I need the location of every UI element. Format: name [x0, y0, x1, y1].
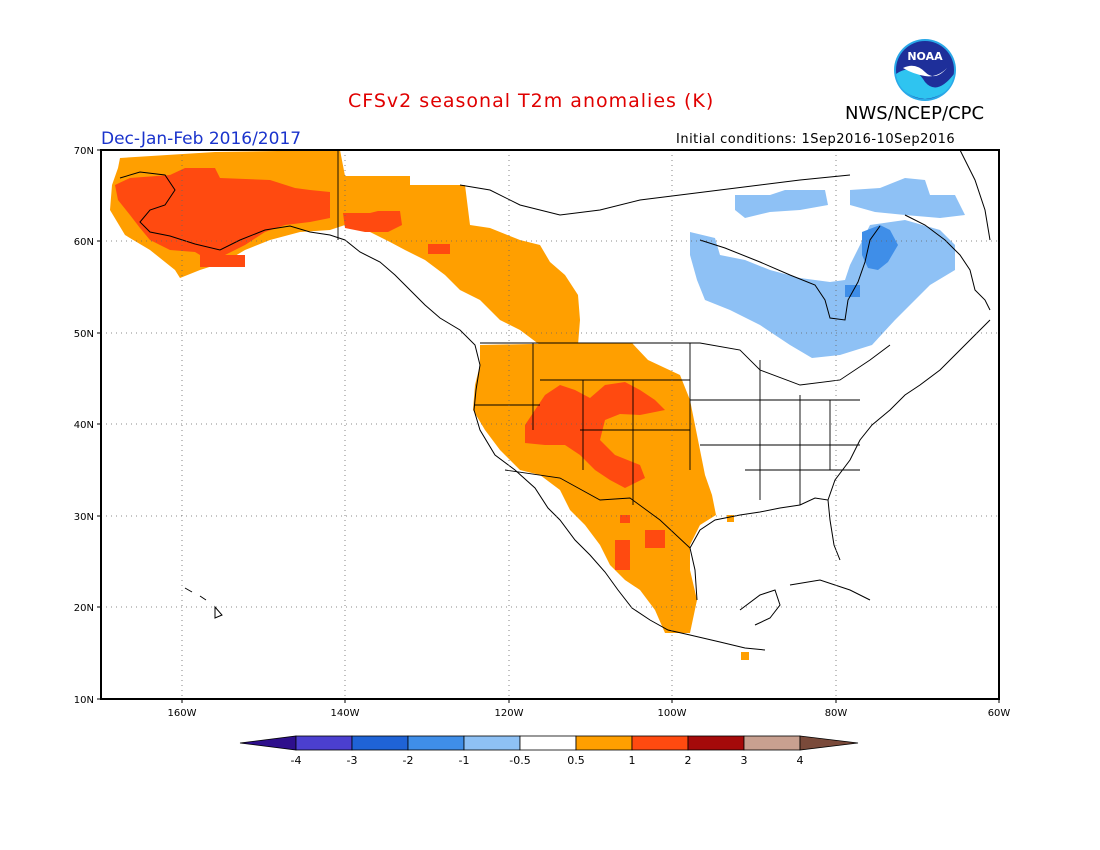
colorbar-labels: -4 -3 -2 -1 -0.5 0.5 1 2 3 4 — [291, 754, 804, 767]
noaa-logo-wave — [896, 69, 954, 99]
colorbar-swatch — [575, 735, 633, 751]
coastline-layer — [119, 150, 991, 651]
anomaly-region-bc-patch-2 — [428, 244, 450, 254]
colorbar-label: -2 — [403, 754, 414, 767]
season-label: Dec-Jan-Feb 2016/2017 — [101, 129, 302, 149]
coastline-greenland — [959, 150, 991, 241]
colorbar-swatch — [519, 735, 577, 751]
colorbar-swatch — [687, 735, 745, 751]
lat-label: 60N — [74, 237, 94, 248]
colorbar-swatch — [463, 735, 521, 751]
coastline-labrador — [904, 214, 991, 311]
colorbar — [239, 735, 859, 751]
lon-label: 160W — [168, 708, 197, 719]
coastline-yucatan — [739, 589, 781, 626]
colorbar-label: 2 — [685, 754, 692, 767]
anomaly-region-mexico-patch-3 — [620, 515, 630, 523]
lon-label: 60W — [988, 708, 1011, 719]
anomaly-region-baffin-band — [850, 178, 965, 218]
colorbar-swatch — [743, 735, 801, 751]
colorbar-label: -0.5 — [509, 754, 530, 767]
lon-label: 120W — [495, 708, 524, 719]
lat-label: 40N — [74, 420, 94, 431]
anomaly-region-bc-patch — [343, 211, 402, 232]
lat-label: 30N — [74, 512, 94, 523]
anomaly-region-north-quebec-band — [735, 190, 828, 218]
lon-label: 80W — [825, 708, 848, 719]
anomaly-region-alaska-peninsula — [200, 255, 245, 267]
coastline-hudson-bay — [699, 225, 881, 321]
anomaly-region-mexico-patch-1 — [615, 540, 630, 570]
colorbar-arrow-low — [239, 735, 297, 751]
lat-label: 50N — [74, 329, 94, 340]
anomaly-region-mexico-patch-2 — [645, 530, 665, 548]
border-state-1 — [475, 343, 860, 505]
coastline-gulf — [689, 497, 841, 601]
lat-label: 10N — [74, 695, 94, 706]
anomaly-region-central-america-speck — [741, 652, 749, 660]
lon-label: 100W — [658, 708, 687, 719]
colorbar-label: -3 — [347, 754, 358, 767]
colorbar-label: 0.5 — [567, 754, 585, 767]
colorbar-swatch — [351, 735, 409, 751]
lat-label: 70N — [74, 146, 94, 157]
coastline-arctic — [459, 174, 851, 216]
colorbar-label: 3 — [741, 754, 748, 767]
noaa-logo-text: NOAA — [907, 50, 943, 63]
colorbar-arrow-high — [799, 735, 859, 751]
tick-marks — [97, 149, 1000, 703]
noaa-logo: NOAA — [894, 39, 956, 101]
border-us-canada — [480, 342, 891, 386]
map-title: CFSv2 seasonal T2m anomalies (K) — [348, 90, 715, 112]
colorbar-swatch — [295, 735, 353, 751]
noaa-logo-bird — [903, 65, 947, 77]
colorbar-label: -1 — [459, 754, 470, 767]
coastline-alaska — [119, 171, 766, 651]
coastline-cuba — [789, 579, 871, 601]
agency-label: NWS/NCEP/CPC — [845, 103, 985, 124]
anomaly-region-gulf-speck — [727, 515, 734, 522]
anomaly-region-eastern-quebec-core — [862, 225, 898, 270]
colorbar-label: 1 — [629, 754, 636, 767]
coastline-hawaii — [184, 587, 223, 619]
initial-conditions-label: Initial conditions: 1Sep2016-10Sep2016 — [676, 132, 956, 147]
lat-label: 20N — [74, 603, 94, 614]
colorbar-label: -4 — [291, 754, 302, 767]
lon-label: 140W — [331, 708, 360, 719]
anomaly-region-western-us-mexico — [473, 343, 716, 633]
anomaly-region-hudson-quebec — [690, 220, 955, 358]
border-layer — [337, 150, 891, 549]
coastline-east-us — [827, 319, 991, 501]
colorbar-label: 4 — [797, 754, 804, 767]
anomaly-region-four-corners — [525, 382, 665, 488]
colorbar-swatch — [631, 735, 689, 751]
border-us-mexico — [504, 469, 691, 549]
colorbar-swatch — [407, 735, 465, 751]
